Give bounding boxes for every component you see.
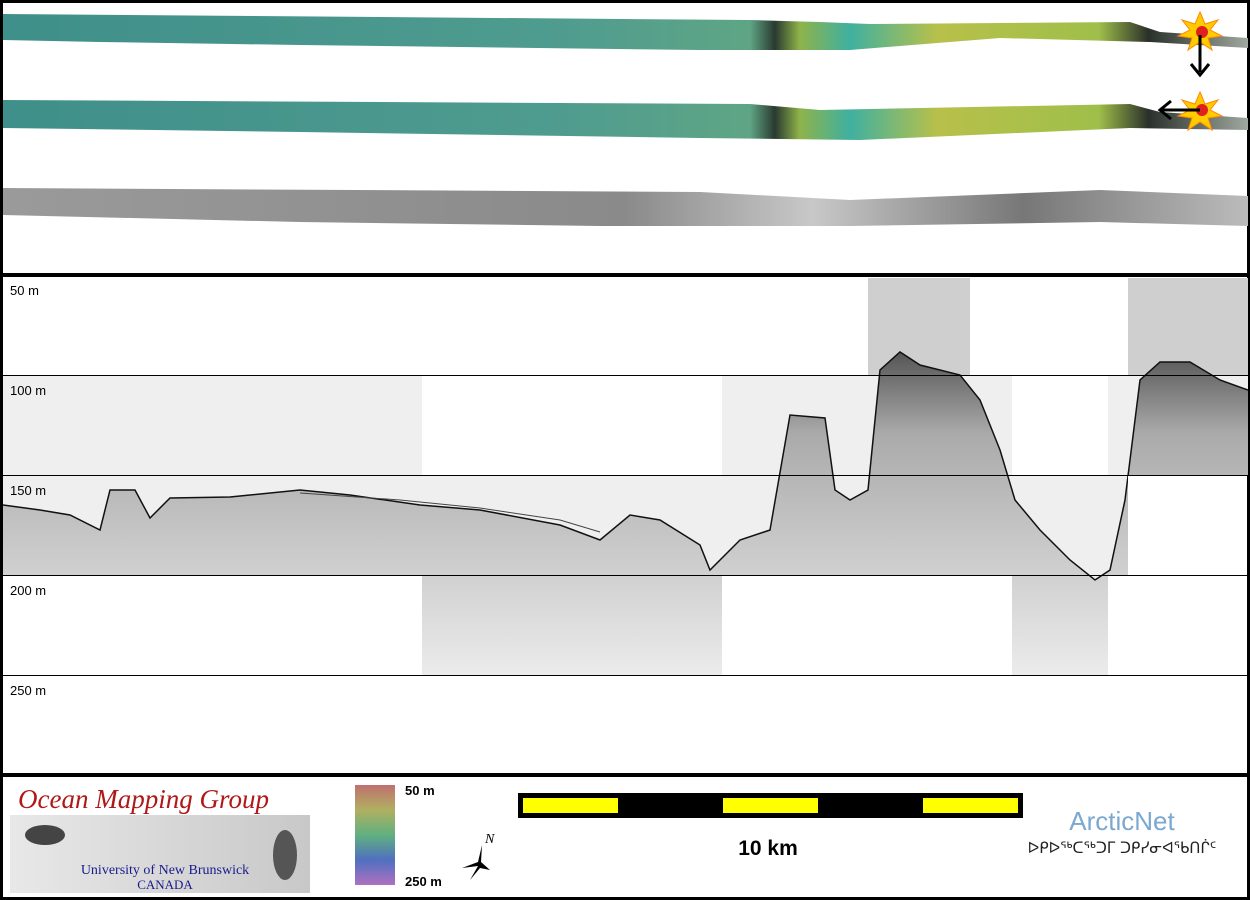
compass-label: N bbox=[484, 832, 495, 847]
seafloor bbox=[3, 351, 1248, 581]
ogm-logo: Ocean Mapping Group University of New Br… bbox=[10, 784, 310, 893]
logo-title: Ocean Mapping Group bbox=[18, 784, 269, 814]
depth-labels: 50 m 100 m 150 m 200 m 250 m bbox=[10, 283, 46, 698]
scale-label: 10 km bbox=[738, 837, 798, 860]
swaths bbox=[3, 10, 1248, 226]
subbottom-profile: 50 m 100 m 150 m 200 m 250 m bbox=[3, 278, 1248, 698]
footer: Ocean Mapping Group University of New Br… bbox=[10, 783, 1216, 893]
water-noise bbox=[1128, 278, 1248, 375]
water-noise bbox=[868, 278, 970, 375]
depth-label: 150 m bbox=[10, 483, 46, 498]
logo-university: University of New Brunswick bbox=[81, 863, 249, 878]
backscatter-swath bbox=[3, 188, 1248, 226]
sun-marker bbox=[1157, 10, 1224, 132]
logo-country: CANADA bbox=[137, 877, 193, 892]
depth-label: 200 m bbox=[10, 583, 46, 598]
divider bbox=[0, 773, 1250, 777]
color-bar-top: 50 m bbox=[405, 783, 435, 798]
scale-bar: 10 km bbox=[518, 793, 1023, 860]
bathymetry-swath bbox=[3, 14, 1248, 50]
divider bbox=[0, 273, 1250, 277]
depth-label: 50 m bbox=[10, 283, 39, 298]
compass: N bbox=[462, 832, 495, 880]
color-bar-bottom: 250 m bbox=[405, 874, 442, 889]
bathymetry-swath bbox=[3, 100, 1248, 140]
depth-label: 100 m bbox=[10, 383, 46, 398]
color-bar bbox=[355, 785, 395, 885]
depth-label: 250 m bbox=[10, 683, 46, 698]
depth-grid bbox=[3, 375, 1248, 676]
partner-inuktitut: ᐅᑭᐅᖅᑕᖅᑐᒥ ᑐᑭᓯᓂᐊᖃᑎᒌᑦ bbox=[1028, 839, 1217, 857]
partner-name: ArcticNet bbox=[1069, 806, 1175, 836]
reflector bbox=[299, 492, 601, 533]
